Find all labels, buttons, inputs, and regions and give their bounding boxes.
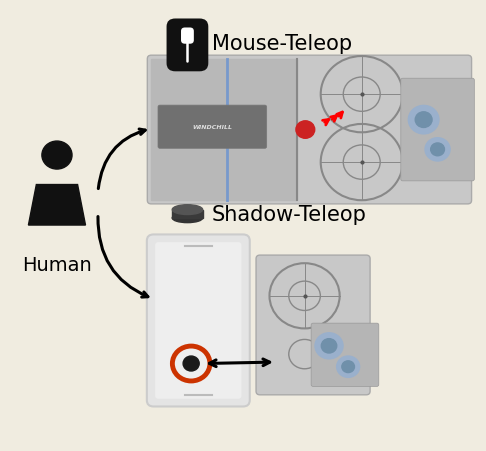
Ellipse shape	[172, 214, 203, 223]
Circle shape	[431, 143, 445, 156]
Circle shape	[321, 339, 337, 353]
Polygon shape	[28, 185, 86, 226]
Polygon shape	[151, 60, 297, 201]
FancyBboxPatch shape	[311, 323, 379, 387]
Text: Shadow-Teleop: Shadow-Teleop	[211, 204, 366, 224]
Polygon shape	[172, 210, 203, 218]
Circle shape	[337, 356, 360, 377]
Text: Human: Human	[22, 255, 92, 274]
Circle shape	[42, 142, 72, 170]
Circle shape	[408, 106, 439, 134]
Circle shape	[296, 121, 315, 139]
FancyBboxPatch shape	[147, 56, 471, 204]
Text: Mouse-Teleop: Mouse-Teleop	[211, 34, 352, 54]
FancyBboxPatch shape	[401, 79, 474, 181]
Circle shape	[342, 361, 354, 373]
FancyBboxPatch shape	[158, 106, 267, 149]
Circle shape	[415, 113, 432, 128]
Ellipse shape	[172, 205, 203, 215]
FancyBboxPatch shape	[167, 19, 208, 72]
Circle shape	[315, 333, 343, 359]
FancyBboxPatch shape	[147, 235, 250, 407]
Text: WINDCHILL: WINDCHILL	[192, 125, 232, 130]
FancyBboxPatch shape	[181, 28, 194, 45]
FancyBboxPatch shape	[155, 243, 242, 399]
FancyBboxPatch shape	[256, 256, 370, 395]
Circle shape	[183, 356, 199, 371]
Circle shape	[425, 138, 450, 161]
